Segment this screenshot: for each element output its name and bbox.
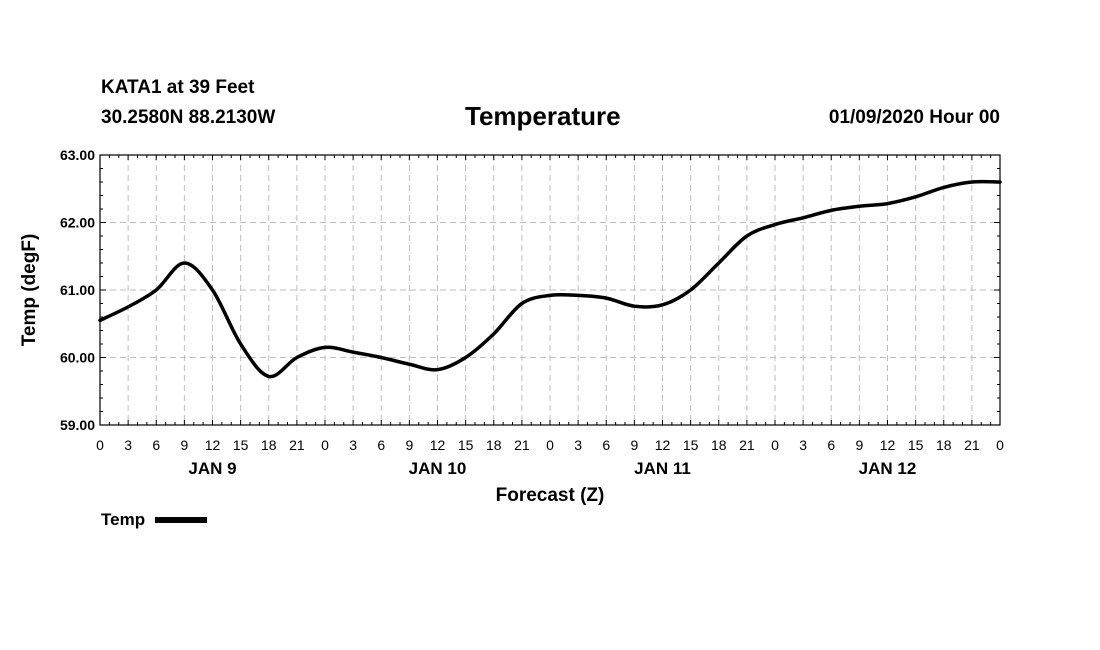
x-tick-label: 6 <box>602 437 610 453</box>
x-tick-label: 18 <box>486 437 502 453</box>
x-tick-label: 0 <box>321 437 329 453</box>
x-tick-label: 18 <box>711 437 727 453</box>
forecast-datestamp: 01/09/2020 Hour 00 <box>828 107 1000 128</box>
y-tick-label: 63.00 <box>60 147 95 163</box>
x-tick-label: 6 <box>377 437 385 453</box>
x-day-label: JAN 10 <box>409 459 467 478</box>
x-tick-label: 15 <box>908 437 924 453</box>
x-tick-label: 15 <box>683 437 699 453</box>
x-tick-label: 12 <box>655 437 671 453</box>
chart-title: Temperature <box>465 101 621 131</box>
x-tick-label: 3 <box>349 437 357 453</box>
x-tick-label: 9 <box>180 437 188 453</box>
x-day-label: JAN 9 <box>188 459 236 478</box>
legend-label: Temp <box>101 510 146 529</box>
x-tick-label: 9 <box>630 437 638 453</box>
legend: Temp <box>101 510 208 530</box>
x-tick-label: 3 <box>799 437 807 453</box>
x-tick-label: 3 <box>574 437 582 453</box>
x-tick-label: 12 <box>430 437 446 453</box>
x-tick-label: 21 <box>514 437 530 453</box>
x-axis-label: Forecast (Z) <box>496 485 605 506</box>
series-line-temp <box>98 179 1002 379</box>
x-tick-label: 6 <box>827 437 835 453</box>
x-day-label: JAN 12 <box>859 459 917 478</box>
x-tick-label: 18 <box>936 437 952 453</box>
y-tick-label: 59.00 <box>60 417 95 433</box>
x-tick-label: 15 <box>458 437 474 453</box>
x-tick-label: 9 <box>405 437 413 453</box>
x-day-label: JAN 11 <box>634 459 691 478</box>
x-tick-label: 15 <box>233 437 249 453</box>
x-tick-label: 12 <box>205 437 221 453</box>
x-tick-label: 21 <box>289 437 305 453</box>
x-tick-label: 12 <box>880 437 896 453</box>
x-tick-label: 0 <box>96 437 104 453</box>
y-axis-label: Temp (degF) <box>19 234 40 347</box>
legend-swatch <box>155 517 208 523</box>
x-tick-label: 9 <box>855 437 863 453</box>
x-tick-label: 21 <box>964 437 980 453</box>
x-tick-label: 0 <box>771 437 779 453</box>
x-tick-label: 18 <box>261 437 277 453</box>
y-tick-label: 61.00 <box>60 282 95 298</box>
x-tick-label: 0 <box>546 437 554 453</box>
x-tick-label: 6 <box>152 437 160 453</box>
y-tick-label: 60.00 <box>60 350 95 366</box>
station-coordinates: 30.2580N 88.2130W <box>101 107 276 128</box>
y-tick-label: 62.00 <box>60 215 95 231</box>
station-label: KATA1 at 39 Feet <box>101 77 255 98</box>
x-tick-label: 3 <box>124 437 132 453</box>
x-tick-label: 21 <box>739 437 755 453</box>
x-tick-label: 0 <box>996 437 1004 453</box>
